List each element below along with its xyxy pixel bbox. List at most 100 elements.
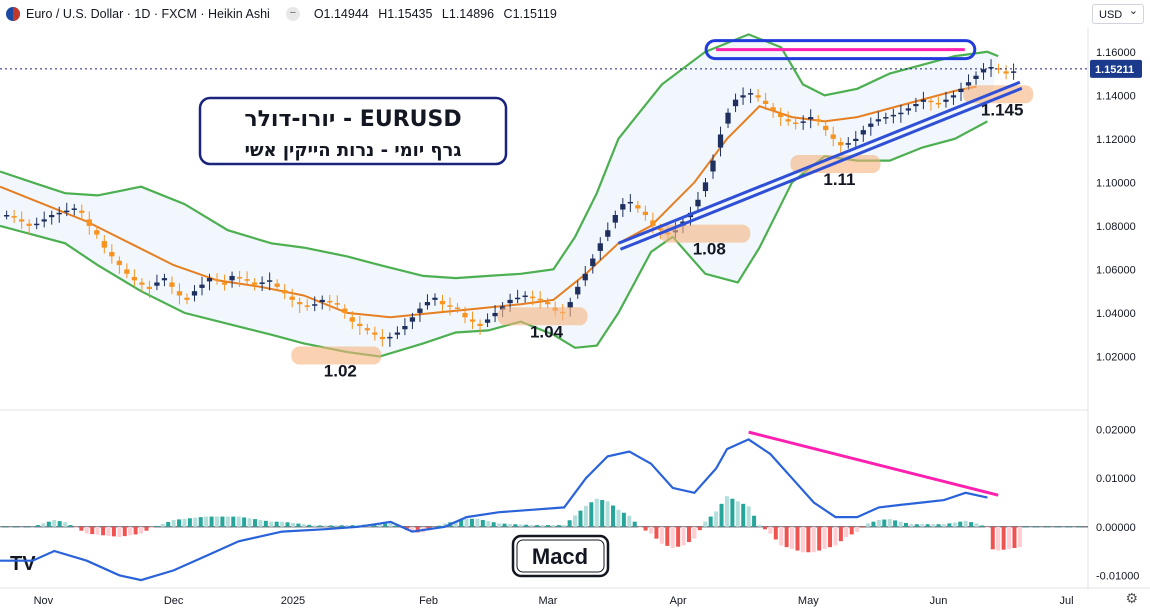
macd-histogram-bar xyxy=(350,525,355,527)
price-axis-bg xyxy=(1088,28,1150,588)
macd-histogram-bar xyxy=(654,526,659,539)
macd-histogram-bar xyxy=(128,526,133,536)
macd-histogram-bar xyxy=(627,515,632,527)
candle-body xyxy=(627,201,633,204)
candle-body xyxy=(980,69,987,73)
macd-histogram-bar xyxy=(8,526,13,528)
macd-histogram-bar xyxy=(578,510,583,527)
macd-histogram-bar xyxy=(969,522,974,527)
candle-body xyxy=(206,278,213,282)
candle-body xyxy=(642,211,649,215)
candle-body xyxy=(364,328,370,331)
candle-body xyxy=(650,220,656,226)
macd-histogram-bar xyxy=(139,526,144,534)
macd-histogram-bar xyxy=(1072,526,1077,528)
macd-histogram-bar xyxy=(0,526,2,528)
candle-body xyxy=(342,308,348,313)
candle-body xyxy=(131,277,138,281)
candle-body xyxy=(755,95,761,98)
macd-histogram-bar xyxy=(68,525,73,527)
macd-tick-label: 0.01000 xyxy=(1096,473,1136,485)
candle-body xyxy=(424,302,431,306)
macd-histogram-bar xyxy=(252,519,257,527)
candle-body xyxy=(988,67,994,69)
macd-histogram-bar xyxy=(453,521,458,527)
support-zone-highlight xyxy=(291,346,382,365)
gear-icon[interactable]: ⚙ xyxy=(1125,590,1138,606)
macd-histogram-bar xyxy=(415,526,420,533)
macd-histogram-bar xyxy=(1007,526,1012,549)
macd-histogram-bar xyxy=(377,523,382,527)
macd-histogram-bar xyxy=(1039,526,1044,528)
macd-histogram-bar xyxy=(318,525,323,527)
macd-histogram-bar xyxy=(762,526,767,530)
macd-histogram-bar xyxy=(665,526,670,546)
candle-body xyxy=(387,336,393,339)
currency-flag-icon xyxy=(6,7,20,21)
macd-histogram-bar xyxy=(339,525,344,527)
candle-body xyxy=(49,215,55,218)
candle-body xyxy=(394,332,401,335)
macd-histogram-bar xyxy=(741,503,746,527)
header-status-dot[interactable]: − xyxy=(285,7,300,21)
macd-histogram-bar xyxy=(497,523,502,527)
macd-histogram-bar xyxy=(1055,526,1060,528)
macd-histogram-bar xyxy=(545,525,550,527)
rising-trend-line xyxy=(617,80,1021,245)
candle-body xyxy=(462,312,468,318)
macd-histogram-bar xyxy=(209,516,214,527)
macd-histogram-bar xyxy=(811,526,816,553)
open-value: O1.14944 xyxy=(313,7,369,21)
currency-selector[interactable]: USD xyxy=(1092,1,1144,24)
candle-body xyxy=(176,291,183,296)
macd-histogram-bar xyxy=(621,512,626,527)
candle-body xyxy=(251,282,258,285)
macd-histogram-bar xyxy=(160,523,165,527)
candle-body xyxy=(236,277,243,279)
macd-histogram-bar xyxy=(345,525,350,527)
macd-tick-label: -0.01000 xyxy=(1096,570,1139,582)
macd-histogram-bar xyxy=(773,526,778,540)
candle-body xyxy=(958,88,964,93)
candle-body xyxy=(1003,71,1009,74)
candle-body xyxy=(778,113,784,118)
macd-histogram-bar xyxy=(301,524,306,527)
macd-histogram-bar xyxy=(551,525,556,527)
macd-histogram-bar xyxy=(19,526,24,528)
candle-body xyxy=(853,138,859,141)
macd-histogram-bar xyxy=(844,526,849,537)
price-tick-label: 1.10000 xyxy=(1096,177,1136,189)
macd-histogram-bar xyxy=(974,523,979,527)
candle-body xyxy=(537,298,543,301)
candle-body xyxy=(372,332,378,335)
macd-histogram-bar xyxy=(307,524,312,527)
macd-histogram-bar xyxy=(714,511,719,527)
macd-histogram-bar xyxy=(1028,526,1033,528)
rising-trend-line-lower xyxy=(619,86,1023,251)
macd-histogram-bar xyxy=(638,526,643,528)
macd-histogram-bar xyxy=(513,524,518,527)
candle-body xyxy=(800,121,806,123)
time-axis-label: Apr xyxy=(670,595,687,607)
macd-histogram-bar xyxy=(95,526,100,535)
macd-histogram-bar xyxy=(920,524,925,527)
candle-body xyxy=(402,326,408,330)
macd-histogram-bar xyxy=(670,526,675,548)
tradingview-logo[interactable]: TV xyxy=(10,553,36,575)
macd-histogram-bar xyxy=(936,524,941,527)
macd-divergence-line xyxy=(748,430,999,497)
symbol-title[interactable]: Euro / U.S. Dollar · 1D · FXCM · Heikin … xyxy=(26,7,270,21)
macd-histogram-bar xyxy=(947,523,952,527)
candle-body xyxy=(379,336,385,340)
macd-histogram-bar xyxy=(719,503,724,527)
macd-histogram-bar xyxy=(63,522,68,527)
time-axis-label: Nov xyxy=(34,595,54,607)
macd-histogram-bar xyxy=(686,526,691,543)
candle-body xyxy=(124,269,130,274)
candle-body xyxy=(477,323,483,326)
macd-histogram-bar xyxy=(502,523,507,527)
macd-histogram-bar xyxy=(952,522,957,527)
time-axis-label: May xyxy=(798,595,819,607)
macd-histogram-bar xyxy=(84,526,89,534)
